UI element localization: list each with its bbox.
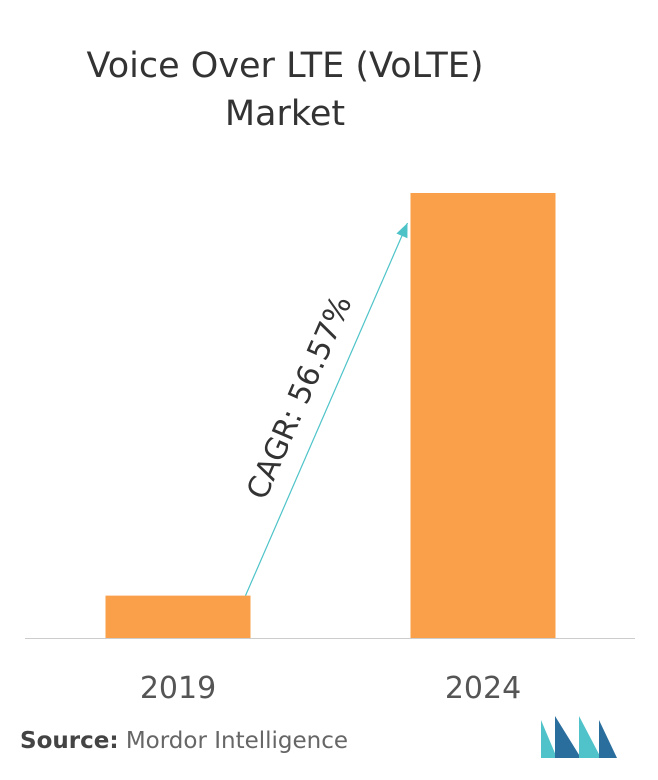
x-tick-labels: 2019 2024 <box>140 671 521 706</box>
x-tick-label-2019: 2019 <box>140 671 216 706</box>
mordor-intelligence-logo-icon <box>541 716 617 758</box>
source-text: Mordor Intelligence <box>125 728 349 754</box>
cagr-arrow-line <box>244 222 409 596</box>
bar-2024 <box>410 193 556 638</box>
source-label: Source: <box>20 728 119 754</box>
cagr-arrow <box>244 222 409 596</box>
chart-title: Voice Over LTE (VoLTE) Market <box>0 42 570 138</box>
source-note: Source: Mordor Intelligence <box>20 728 348 754</box>
bar-2019 <box>105 595 251 638</box>
chart-title-line-1: Voice Over LTE (VoLTE) <box>86 46 484 86</box>
chart-title-line-2: Market <box>224 94 346 134</box>
bar-chart: 2019 2024 CAGR: 56.57% <box>25 193 635 706</box>
x-tick-label-2024: 2024 <box>445 671 521 706</box>
cagr-arrow-head <box>396 223 408 239</box>
cagr-annotation: CAGR: 56.57% <box>240 291 359 505</box>
bars-group <box>105 193 556 638</box>
